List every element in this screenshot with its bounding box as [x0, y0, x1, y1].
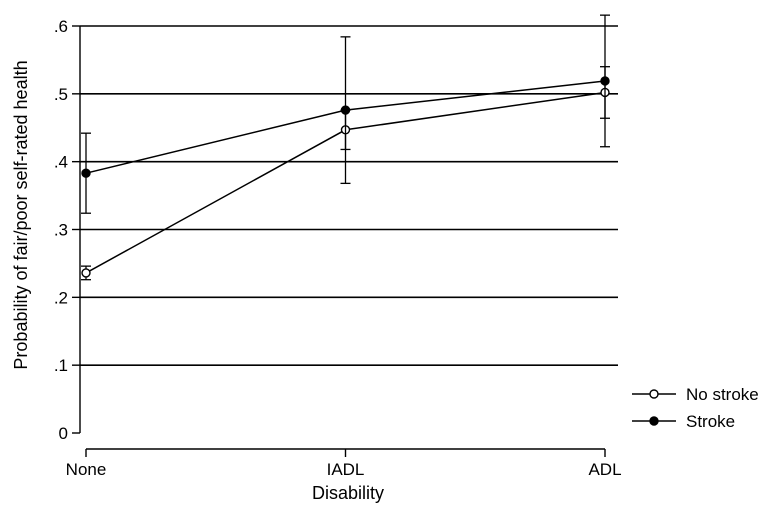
x-tick-label-2: ADL	[588, 460, 621, 479]
data-point-1-0	[81, 168, 91, 178]
legend-label-0: No stroke	[686, 385, 759, 404]
y-tick-label-6: .6	[54, 17, 68, 36]
y-tick-label-4: .4	[54, 153, 68, 172]
data-point-1-2	[600, 76, 610, 86]
legend-marker-0	[649, 389, 659, 399]
legend-marker-1	[649, 416, 659, 426]
y-tick-label-1: .1	[54, 356, 68, 375]
x-tick-label-0: None	[66, 460, 107, 479]
series-1	[81, 14, 610, 214]
x-tick-label-1: IADL	[327, 460, 365, 479]
y-tick-label-5: .5	[54, 85, 68, 104]
y-tick-label-3: .3	[54, 221, 68, 240]
y-tick-label-0: 0	[59, 424, 68, 443]
data-point-1-1	[340, 105, 351, 115]
y-axis-title: Probability of fair/poor self-rated heal…	[11, 60, 31, 369]
legend-label-1: Stroke	[686, 412, 735, 431]
y-tick-label-2: .2	[54, 288, 68, 307]
data-point-0-0	[81, 268, 91, 278]
gridlines	[80, 25, 618, 366]
legend: No stroke Stroke	[632, 385, 759, 431]
axes: 0 .1 .2 .3 .4 .5 .6 None IADL ADL	[54, 17, 622, 479]
series	[81, 14, 610, 281]
x-axis-title: Disability	[312, 483, 384, 503]
